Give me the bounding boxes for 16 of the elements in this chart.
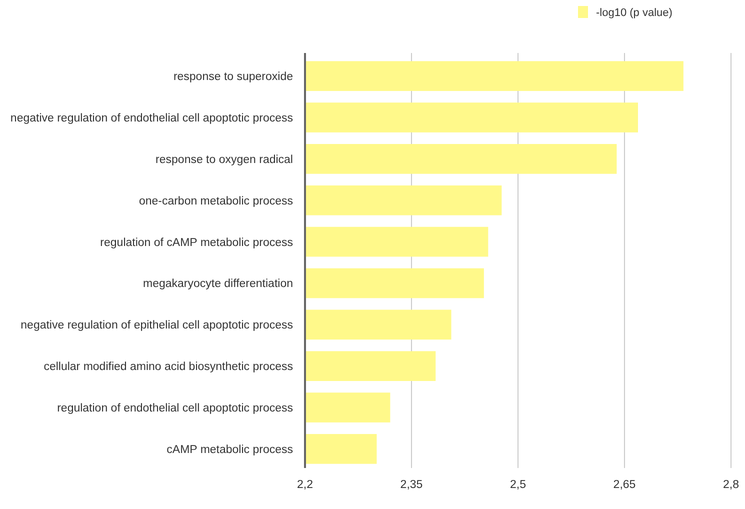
y-tick-label: response to oxygen radical [156, 154, 293, 166]
y-tick-label: regulation of cAMP metabolic process [100, 236, 294, 249]
x-tick-label: 2,8 [723, 479, 739, 491]
legend-label: -log10 (p value) [596, 6, 672, 19]
y-tick-label: negative regulation of endothelial cell apoptotic process [10, 112, 294, 125]
x-tick-label: 2,65 [613, 479, 636, 491]
y-tick-label: megakaryocyte differentiation [142, 278, 293, 290]
y-tick-label: cAMP metabolic process [166, 444, 294, 456]
y-tick-label: response to superoxide [173, 71, 293, 84]
x-tick-label: 2,35 [400, 479, 423, 491]
y-tick-label: regulation of endothelial cell apoptotic process [57, 402, 294, 415]
y-tick-label: cellular modified amino acid biosynthetic process [44, 361, 294, 374]
x-tick-label: 2,5 [510, 479, 526, 491]
y-tick-label: one-carbon metabolic process [138, 195, 294, 208]
x-tick-label: 2,2 [297, 479, 313, 491]
y-tick-label: negative regulation of epithelial cell apoptotic process [20, 320, 294, 332]
